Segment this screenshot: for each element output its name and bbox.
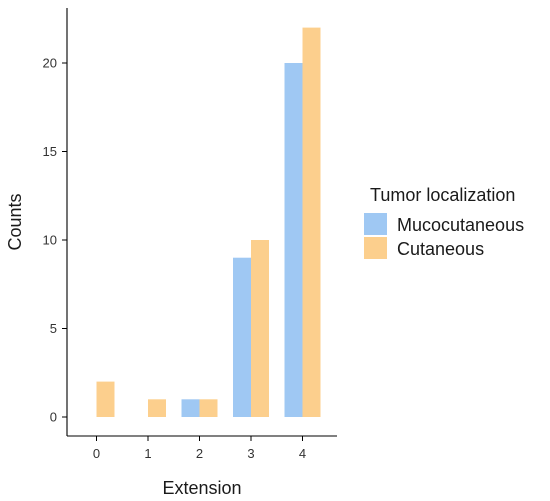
axes-group bbox=[66, 8, 337, 437]
bar-cutaneous-3 bbox=[251, 240, 269, 417]
x-tick-label-4: 4 bbox=[299, 446, 306, 461]
bar-mucocutaneous-2 bbox=[181, 399, 200, 417]
y-tick-label-0: 0 bbox=[50, 410, 57, 425]
legend-title: Tumor localization bbox=[370, 185, 515, 205]
y-ticks-group: 0 5 10 15 20 bbox=[43, 56, 67, 425]
x-axis-title: Extension bbox=[162, 478, 241, 498]
x-tick-label-2: 2 bbox=[196, 446, 203, 461]
x-tick-label-3: 3 bbox=[247, 446, 254, 461]
y-tick-label-20: 20 bbox=[43, 56, 57, 71]
y-tick-label-15: 15 bbox=[43, 144, 57, 159]
bar-cutaneous-0 bbox=[96, 381, 115, 417]
bar-mucocutaneous-3 bbox=[233, 257, 251, 417]
x-ticks-group: 0 1 2 3 4 bbox=[93, 436, 306, 461]
legend-key-cutaneous bbox=[364, 237, 387, 259]
x-tick-label-0: 0 bbox=[93, 446, 100, 461]
bar-cutaneous-2 bbox=[199, 399, 218, 417]
bar-cutaneous-1 bbox=[148, 399, 166, 417]
legend-key-mucocutaneous bbox=[364, 213, 387, 235]
legend: Tumor localization Mucocutaneous Cutaneo… bbox=[364, 185, 524, 259]
legend-label-cutaneous: Cutaneous bbox=[397, 239, 484, 259]
bars-group bbox=[96, 27, 321, 417]
legend-label-mucocutaneous: Mucocutaneous bbox=[397, 215, 524, 235]
y-axis-title: Counts bbox=[5, 193, 25, 250]
bar-mucocutaneous-4 bbox=[284, 63, 303, 417]
y-tick-label-10: 10 bbox=[43, 233, 57, 248]
x-tick-label-1: 1 bbox=[144, 446, 151, 461]
bar-cutaneous-4 bbox=[302, 27, 321, 417]
y-tick-label-5: 5 bbox=[50, 321, 57, 336]
